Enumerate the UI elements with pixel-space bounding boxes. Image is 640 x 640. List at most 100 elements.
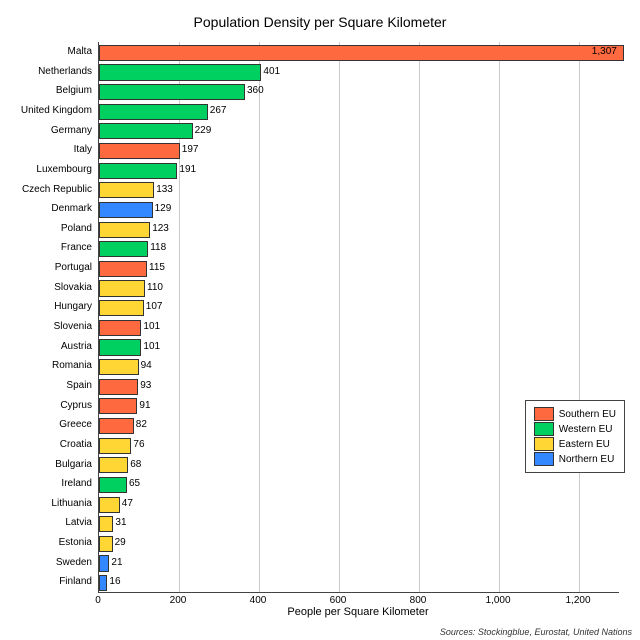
bar	[99, 163, 177, 179]
country-label: Poland	[0, 219, 92, 239]
bar-row: 118	[99, 238, 619, 258]
country-label: Germany	[0, 121, 92, 141]
bar	[99, 438, 131, 454]
value-label: 115	[149, 258, 165, 278]
value-label: 133	[156, 180, 173, 200]
legend-swatch	[534, 437, 554, 451]
country-label: Italy	[0, 140, 92, 160]
x-tick-label: 1,200	[565, 595, 590, 606]
bar-row: 129	[99, 199, 619, 219]
sources-text: Sources: Stockingblue, Eurostat, United …	[440, 627, 632, 637]
bar-row: 110	[99, 278, 619, 298]
bar-row: 93	[99, 376, 619, 396]
country-label: Cyprus	[0, 396, 92, 416]
country-label: Ireland	[0, 474, 92, 494]
value-label: 82	[136, 415, 147, 435]
value-label: 94	[141, 356, 152, 376]
bar	[99, 536, 113, 552]
legend-label: Northern EU	[559, 454, 615, 465]
bar-row: 107	[99, 297, 619, 317]
country-label: France	[0, 238, 92, 258]
bar	[99, 64, 261, 80]
x-axis-title: People per Square Kilometer	[98, 606, 618, 618]
country-label: Bulgaria	[0, 455, 92, 475]
chart-title: Population Density per Square Kilometer	[0, 14, 640, 30]
bar-row: 123	[99, 219, 619, 239]
country-label: Sweden	[0, 553, 92, 573]
legend-item: Eastern EU	[534, 437, 616, 451]
bar	[99, 320, 141, 336]
bar-row: 65	[99, 474, 619, 494]
bar-row: 197	[99, 140, 619, 160]
bar	[99, 457, 128, 473]
legend-swatch	[534, 452, 554, 466]
value-label: 191	[179, 160, 196, 180]
bar-row: 401	[99, 62, 619, 82]
bar	[99, 202, 153, 218]
value-label: 401	[263, 62, 280, 82]
bar-row: 16	[99, 572, 619, 592]
country-label: Luxembourg	[0, 160, 92, 180]
country-label: Finland	[0, 572, 92, 592]
x-tick-label: 0	[95, 595, 101, 606]
country-label: Belgium	[0, 81, 92, 101]
bar	[99, 261, 147, 277]
legend-label: Eastern EU	[559, 439, 610, 450]
bar	[99, 497, 120, 513]
country-label: Malta	[0, 42, 92, 62]
bar-row: 94	[99, 356, 619, 376]
bar	[99, 182, 154, 198]
x-tick-label: 200	[170, 595, 187, 606]
legend-label: Southern EU	[559, 409, 616, 420]
bar	[99, 477, 127, 493]
value-label: 229	[195, 121, 212, 141]
x-tick-label: 1,000	[485, 595, 510, 606]
x-tick-label: 800	[410, 595, 427, 606]
country-label: Austria	[0, 337, 92, 357]
value-label: 47	[122, 494, 133, 514]
value-label: 101	[143, 317, 160, 337]
value-label: 91	[139, 396, 150, 416]
country-label: Netherlands	[0, 62, 92, 82]
bar	[99, 300, 144, 316]
value-label: 110	[147, 278, 163, 298]
bar	[99, 398, 137, 414]
legend-swatch	[534, 407, 554, 421]
bar-row: 101	[99, 337, 619, 357]
bar-row: 21	[99, 553, 619, 573]
value-label: 360	[247, 81, 264, 101]
value-label: 107	[146, 297, 163, 317]
bar-row: 47	[99, 494, 619, 514]
bar	[99, 123, 193, 139]
country-label: Slovakia	[0, 278, 92, 298]
bar	[99, 418, 134, 434]
x-tick-label: 400	[250, 595, 267, 606]
bar	[99, 379, 138, 395]
country-label: Latvia	[0, 513, 92, 533]
value-label: 93	[140, 376, 151, 396]
value-label: 29	[115, 533, 126, 553]
country-label: Hungary	[0, 297, 92, 317]
bar-row: 115	[99, 258, 619, 278]
country-label: Romania	[0, 356, 92, 376]
country-label: Slovenia	[0, 317, 92, 337]
value-label: 21	[111, 553, 122, 573]
bar-row: 191	[99, 160, 619, 180]
legend-item: Southern EU	[534, 407, 616, 421]
country-label: Czech Republic	[0, 180, 92, 200]
bar-row: 29	[99, 533, 619, 553]
bar	[99, 516, 113, 532]
value-label: 197	[182, 140, 199, 160]
bar	[99, 45, 624, 61]
value-label: 118	[150, 238, 166, 258]
legend-swatch	[534, 422, 554, 436]
country-label: United Kingdom	[0, 101, 92, 121]
bar	[99, 104, 208, 120]
bar	[99, 555, 109, 571]
bar-row: 101	[99, 317, 619, 337]
value-label: 101	[143, 337, 160, 357]
legend: Southern EUWestern EUEastern EUNorthern …	[525, 400, 625, 473]
bar-row: 1,307	[99, 42, 619, 62]
bar	[99, 575, 107, 591]
bar-row: 229	[99, 121, 619, 141]
